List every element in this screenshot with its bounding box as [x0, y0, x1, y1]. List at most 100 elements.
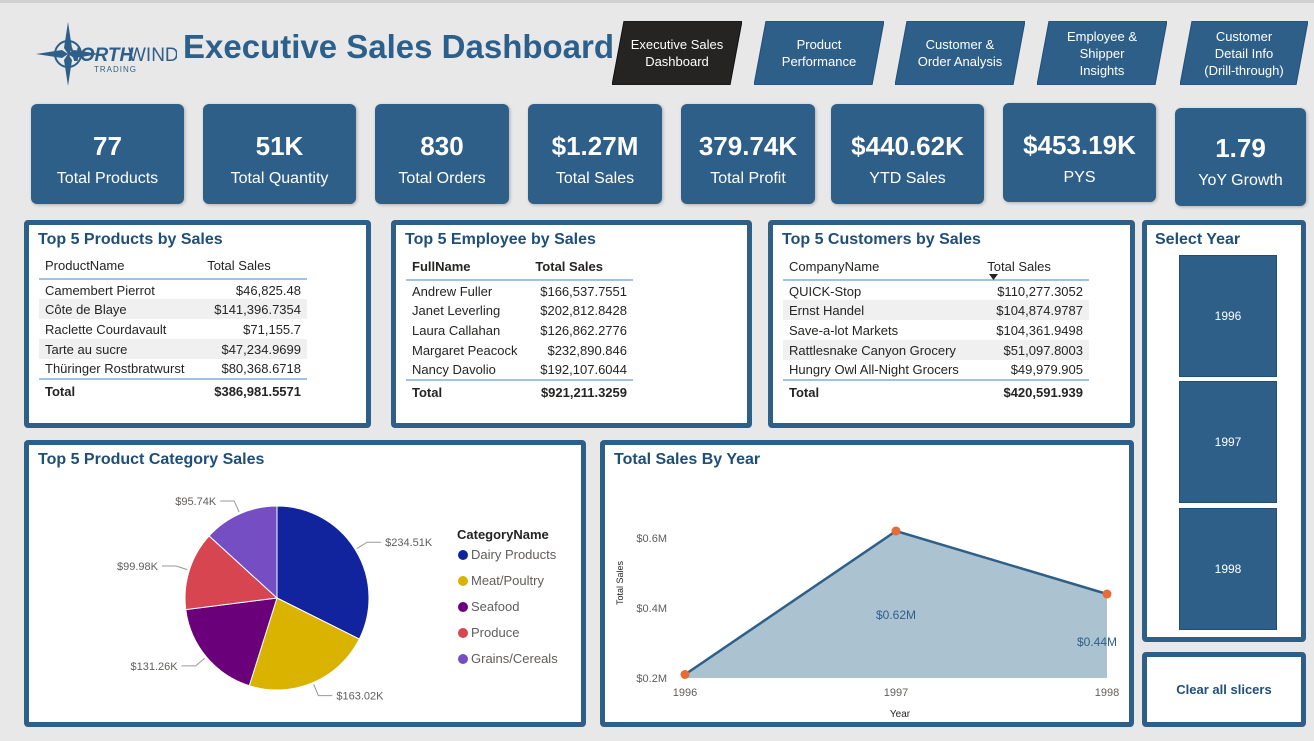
kpi-label: PYS — [1063, 169, 1096, 186]
cell-sales: $47,234.9699 — [201, 339, 307, 359]
x-axis-label: Year — [890, 709, 911, 720]
data-point[interactable] — [1102, 589, 1112, 599]
nav-employee-shipper[interactable]: Employee & Shipper Insights — [1037, 21, 1167, 85]
data-point[interactable] — [680, 670, 690, 679]
kpi-value: $1.27M — [551, 131, 639, 161]
kpi-value: 77 — [93, 131, 122, 161]
sales-by-year-panel: Total Sales By Year $0.2M $0.4M $0.6M 1996… — [600, 440, 1134, 727]
table-row[interactable]: Save-a-lot Markets $104,361.9498 — [783, 320, 1089, 340]
cell-name: Thüringer Rostbratwurst — [45, 361, 185, 376]
table-row[interactable]: Nancy Davolio $192,107.6044 — [406, 360, 633, 380]
cell-name: QUICK-Stop — [789, 284, 862, 299]
legend-item[interactable]: Dairy Products — [471, 547, 557, 562]
x-tick-label: 1996 — [673, 687, 697, 699]
kpi-label: Total Sales — [555, 170, 635, 187]
nav-shape — [754, 21, 884, 85]
top-customers-table: CompanyName Total Sales QUICK-Stop $110,2… — [783, 254, 1089, 404]
legend-item[interactable]: Produce — [471, 625, 519, 640]
cell-name: Hungry Owl All-Night Grocers — [789, 362, 959, 377]
table-row[interactable]: Côte de Blaye $141,396.7354 — [39, 299, 307, 319]
column-header-sorted[interactable]: Total Sales — [981, 254, 1089, 281]
legend-marker — [458, 628, 468, 638]
slicer-title: Select Year — [1155, 231, 1241, 248]
kpi-total-profit: 379.74K Total Profit — [681, 104, 815, 204]
year-option-1997[interactable]: 1997 — [1179, 381, 1277, 503]
table-row[interactable]: QUICK-Stop $110,277.3052 — [783, 280, 1089, 300]
kpi-label: YoY Growth — [1198, 172, 1283, 189]
legend-item[interactable]: Grains/Cereals — [471, 651, 558, 666]
cell-sales: $202,812.8428 — [540, 302, 627, 318]
cell-sales: $51,097.8003 — [981, 340, 1089, 360]
table-row[interactable]: Camembert Pierrot $46,825.48 — [39, 279, 307, 299]
sort-desc-icon — [989, 274, 999, 280]
logo-text-wind: WIND — [128, 45, 177, 66]
year-option-1996[interactable]: 1996 — [1179, 255, 1277, 377]
table-row[interactable]: Hungry Owl All-Night Grocers $49,979.905 — [783, 360, 1089, 380]
legend-item[interactable]: Seafood — [471, 599, 519, 614]
total-value: $386,981.5571 — [201, 378, 307, 403]
table-row[interactable]: Rattlesnake Canyon Grocery $51,097.8003 — [783, 340, 1089, 360]
x-tick-label: 1998 — [1095, 687, 1119, 699]
nav-customer-order[interactable]: Customer & Order Analysis — [895, 21, 1025, 85]
pie-slice[interactable] — [185, 597, 278, 687]
table-total-row: Total $386,981.5571 — [39, 378, 307, 403]
nav-product-performance[interactable]: Product Performance — [754, 21, 884, 85]
table-row[interactable]: Raclette Courdavault $71,155.7 — [39, 319, 307, 339]
cell-sales: $126,862.2776 — [540, 322, 627, 338]
cell-name: Save-a-lot Markets — [789, 322, 899, 338]
table-row[interactable]: Tarte au sucre $47,234.9699 — [39, 339, 307, 359]
column-header[interactable]: CompanyName — [783, 254, 982, 281]
total-label: Total — [406, 379, 530, 404]
table-row[interactable]: Andrew Fuller $166,537.7551 — [406, 280, 633, 300]
data-label: $0.44M — [1077, 635, 1117, 649]
cell-sales: $104,874.9787 — [981, 300, 1089, 320]
column-header[interactable]: FullName — [406, 254, 530, 281]
cell-sales: $71,155.7 — [243, 321, 301, 337]
year-option-1998[interactable]: 1998 — [1179, 508, 1277, 630]
panel-title: Top 5 Products by Sales — [38, 231, 223, 248]
nav-label: Customer Detail Info (Drill-through) — [1204, 28, 1284, 78]
logo-text-north: NORTH — [66, 45, 134, 66]
nav-shape — [1180, 21, 1308, 85]
pie-slice[interactable] — [184, 535, 279, 611]
total-label: Total — [39, 378, 202, 403]
nav-customer-detail[interactable]: Customer Detail Info (Drill-through) — [1180, 21, 1308, 85]
table-row[interactable]: Ernst Handel $104,874.9787 — [783, 300, 1089, 320]
data-point[interactable] — [891, 526, 901, 536]
nav-label: Employee & Shipper Insights — [1066, 28, 1138, 78]
pie-slice[interactable] — [248, 597, 360, 691]
nav-executive-sales[interactable]: Executive Sales Dashboard — [612, 21, 742, 85]
kpi-value: $440.62K — [851, 131, 964, 161]
legend-marker — [458, 602, 468, 612]
column-header[interactable]: Total Sales — [529, 254, 633, 281]
area-fill — [685, 531, 1107, 678]
table-row[interactable]: Margaret Peacock $232,890.846 — [406, 340, 633, 360]
x-tick-label: 1997 — [884, 687, 908, 699]
year-slicer-panel: Select Year 1996 1997 1998 — [1142, 220, 1306, 642]
cell-name: Ernst Handel — [783, 300, 982, 320]
leader-line — [313, 684, 333, 697]
kpi-total-quantity: 51K Total Quantity — [203, 104, 356, 204]
pie-slice[interactable] — [208, 505, 278, 600]
cell-name: Laura Callahan — [412, 322, 501, 338]
kpi-pys: $453.19K PYS — [1003, 103, 1156, 202]
kpi-value: 830 — [420, 131, 464, 161]
table-row[interactable]: Janet Leverling $202,812.8428 — [406, 300, 633, 320]
kpi-value: 51K — [255, 131, 304, 161]
kpi-ytd-sales: $440.62K YTD Sales — [831, 104, 984, 204]
legend-item[interactable]: Meat/Poultry — [471, 573, 544, 588]
column-header[interactable]: ProductName — [39, 253, 202, 280]
table-total-row: Total $921,211.3259 — [406, 379, 633, 404]
clear-all-slicers-button[interactable]: Clear all slicers — [1142, 652, 1306, 727]
cell-name: Margaret Peacock — [412, 342, 518, 358]
pie-slice[interactable] — [276, 505, 370, 640]
table-total-row: Total $420,591.939 — [783, 379, 1089, 404]
table-header-row: CompanyName Total Sales — [783, 254, 1089, 281]
column-header[interactable]: Total Sales — [201, 253, 307, 280]
kpi-total-products: 77 Total Products — [31, 104, 184, 204]
table-row[interactable]: Laura Callahan $126,862.2776 — [406, 320, 633, 340]
data-label: $95.74K — [175, 496, 217, 508]
kpi-value: 379.74K — [698, 131, 798, 161]
table-row[interactable]: Thüringer Rostbratwurst $80,368.6718 — [39, 359, 307, 379]
total-value: $921,211.3259 — [529, 379, 633, 404]
